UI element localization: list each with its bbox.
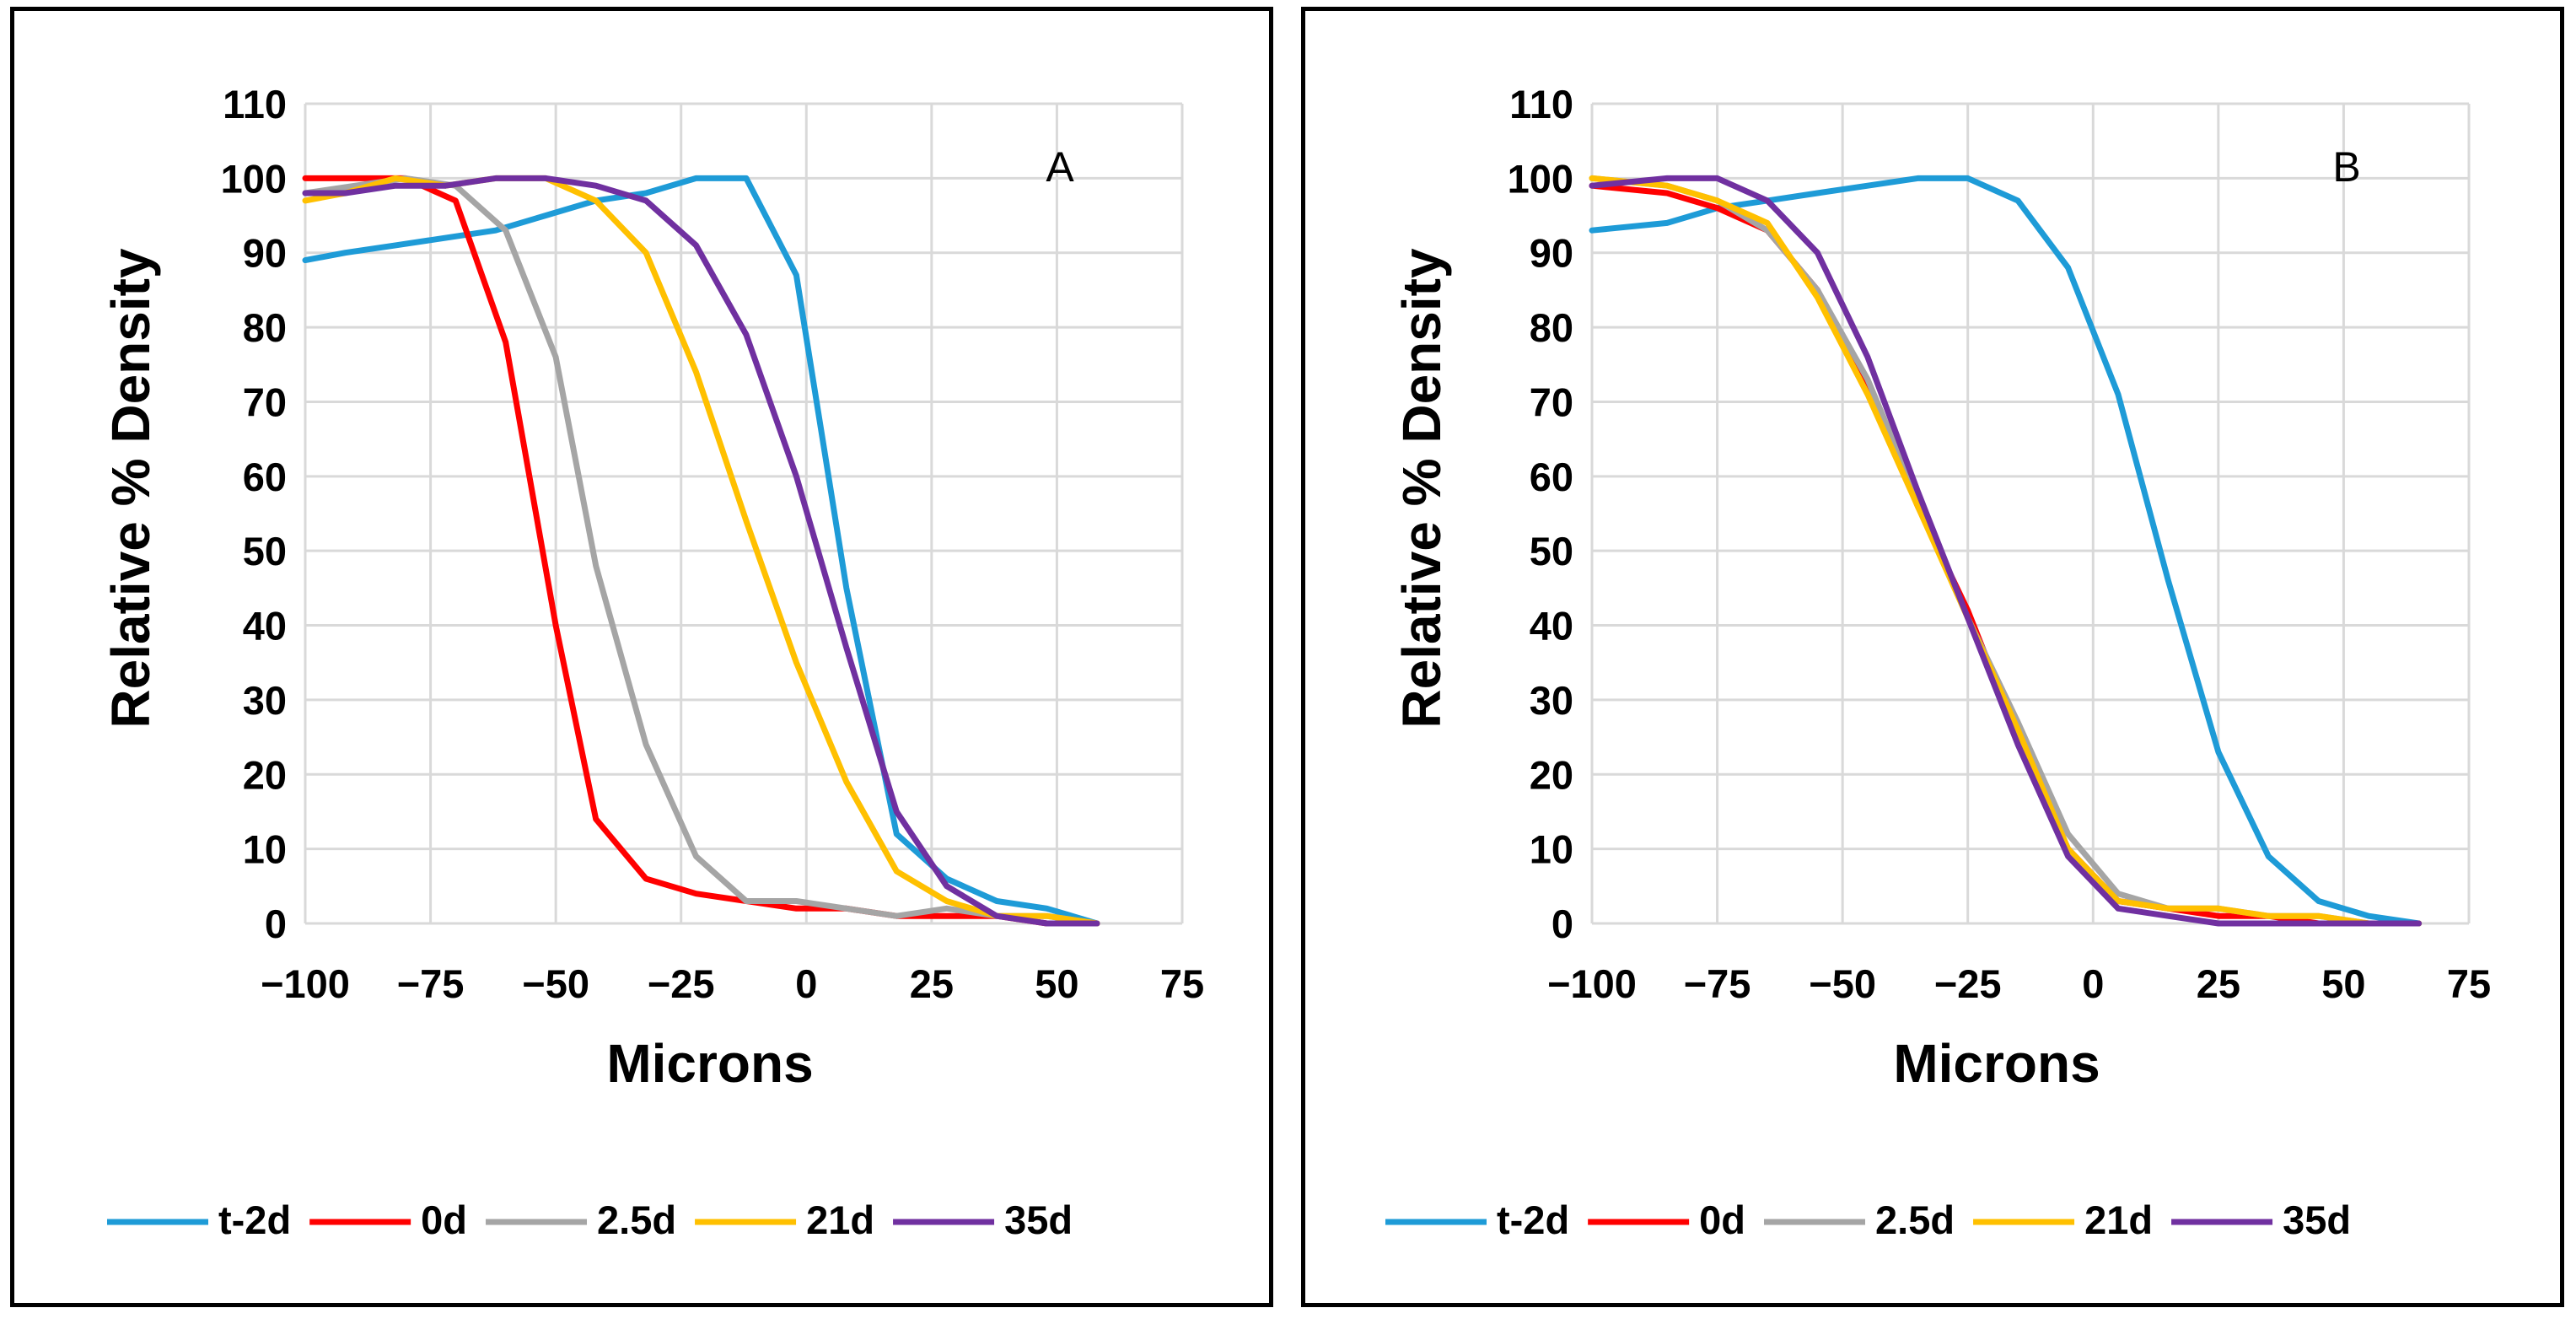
chart-a-xtick-label-4: 0 — [795, 961, 817, 1006]
chart-a-legend-label-0d: 0d — [421, 1198, 467, 1242]
chart-b-ytick-label-4: 40 — [1530, 604, 1573, 649]
chart-b-legend-label-35d: 35d — [2283, 1198, 2351, 1242]
chart-b-xtick-label-7: 75 — [2447, 961, 2491, 1006]
chart-b-series-t-2d-line — [1589, 175, 2423, 927]
chart-panel-b: 0 10 20 30 40 50 60 70 80 90 100 110 −100 −75 −50 −25 0 2… — [1301, 7, 2564, 1307]
chart-b-xtick-label-3: −25 — [1934, 961, 2002, 1006]
chart-b-xtick-label-6: 50 — [2321, 961, 2365, 1006]
chart-b-legend-label-21d: 21d — [2084, 1198, 2153, 1242]
chart-b-xtick-label-5: 25 — [2197, 961, 2240, 1006]
chart-a-xtick-label-3: −25 — [648, 961, 715, 1006]
chart-a-ytick-label-3: 30 — [243, 678, 287, 723]
chart-a-ytick-label-11: 110 — [223, 82, 287, 126]
chart-b-xtick-label-1: −75 — [1684, 961, 1751, 1006]
chart-a-ytick-label-10: 100 — [221, 156, 287, 201]
chart-a-ytick-label-8: 80 — [243, 305, 287, 350]
chart-b-xaxis-title: Microns — [1893, 1033, 2100, 1094]
chart-b-ytick-label-2: 20 — [1530, 752, 1573, 797]
chart-b-legend-label-2.5d: 2.5d — [1875, 1198, 1955, 1242]
chart-a-series-35d-line — [302, 175, 1100, 927]
chart-a-legend-label-35d: 35d — [1004, 1198, 1073, 1242]
chart-b-ytick-label-6: 60 — [1530, 455, 1573, 499]
chart-b-svg: 0 10 20 30 40 50 60 70 80 90 100 110 −100 −75 −50 −25 0 2… — [1385, 82, 2491, 1242]
chart-a-panel-label: A — [1046, 143, 1074, 191]
chart-b-legend-label-0d: 0d — [1699, 1198, 1745, 1242]
chart-a-xtick-label-0: −100 — [261, 961, 350, 1006]
chart-a-ytick-label-2: 20 — [243, 752, 287, 797]
chart-b-xtick-label-4: 0 — [2082, 961, 2104, 1006]
chart-a-legend-label-t-2d: t-2d — [218, 1198, 291, 1242]
chart-b-panel-label: B — [2332, 143, 2360, 191]
chart-b-ytick-label-8: 80 — [1530, 305, 1573, 350]
chart-a-yaxis-title: Relative % Density — [100, 248, 161, 729]
chart-b-yaxis-title: Relative % Density — [1391, 248, 1452, 729]
chart-a-xtick-label-5: 25 — [910, 961, 954, 1006]
chart-a-xtick-label-6: 50 — [1035, 961, 1078, 1006]
chart-a-series-0d-line — [302, 175, 1100, 927]
chart-a-svg: 0 10 20 30 40 50 60 70 80 90 100 110 −100 −75 −50 −25 0 2… — [100, 82, 1204, 1242]
chart-a-ytick-label-9: 90 — [243, 231, 287, 276]
chart-a-legend-label-2.5d: 2.5d — [597, 1198, 676, 1242]
chart-b-series-21d-line — [1589, 175, 2423, 927]
chart-b-series-35d-line — [1589, 175, 2423, 927]
chart-a-ytick-label-4: 40 — [243, 604, 287, 649]
chart-b-xtick-label-2: −50 — [1809, 961, 1876, 1006]
chart-a-xaxis-title: Microns — [606, 1033, 813, 1094]
chart-a-ytick-label-1: 10 — [243, 827, 287, 872]
chart-a-ytick-label-7: 70 — [243, 379, 287, 424]
chart-a-series-t-2d-line — [302, 175, 1100, 927]
chart-a-xtick-label-7: 75 — [1160, 961, 1204, 1006]
chart-b-legend-label-t-2d: t-2d — [1497, 1198, 1569, 1242]
chart-a-ytick-label-5: 50 — [243, 529, 287, 573]
chart-b-ytick-label-10: 100 — [1508, 156, 1573, 201]
chart-b-ytick-label-11: 110 — [1509, 82, 1573, 126]
chart-b-ytick-label-3: 30 — [1530, 678, 1573, 723]
chart-a-xtick-label-2: −50 — [522, 961, 589, 1006]
chart-a-ytick-label-0: 0 — [265, 902, 287, 946]
chart-a-legend-label-21d: 21d — [806, 1198, 874, 1242]
chart-a-xtick-label-1: −75 — [397, 961, 465, 1006]
chart-b-ytick-label-9: 90 — [1530, 231, 1573, 276]
chart-a-ytick-label-6: 60 — [243, 455, 287, 499]
chart-panel-a: 0 10 20 30 40 50 60 70 80 90 100 110 −100 −75 −50 −25 0 2… — [10, 7, 1273, 1307]
chart-b-ytick-label-7: 70 — [1530, 379, 1573, 424]
chart-b-ytick-label-0: 0 — [1552, 902, 1573, 946]
chart-b-ytick-label-1: 10 — [1530, 827, 1573, 872]
chart-b-ytick-label-5: 50 — [1530, 529, 1573, 573]
chart-b-xtick-label-0: −100 — [1547, 961, 1637, 1006]
